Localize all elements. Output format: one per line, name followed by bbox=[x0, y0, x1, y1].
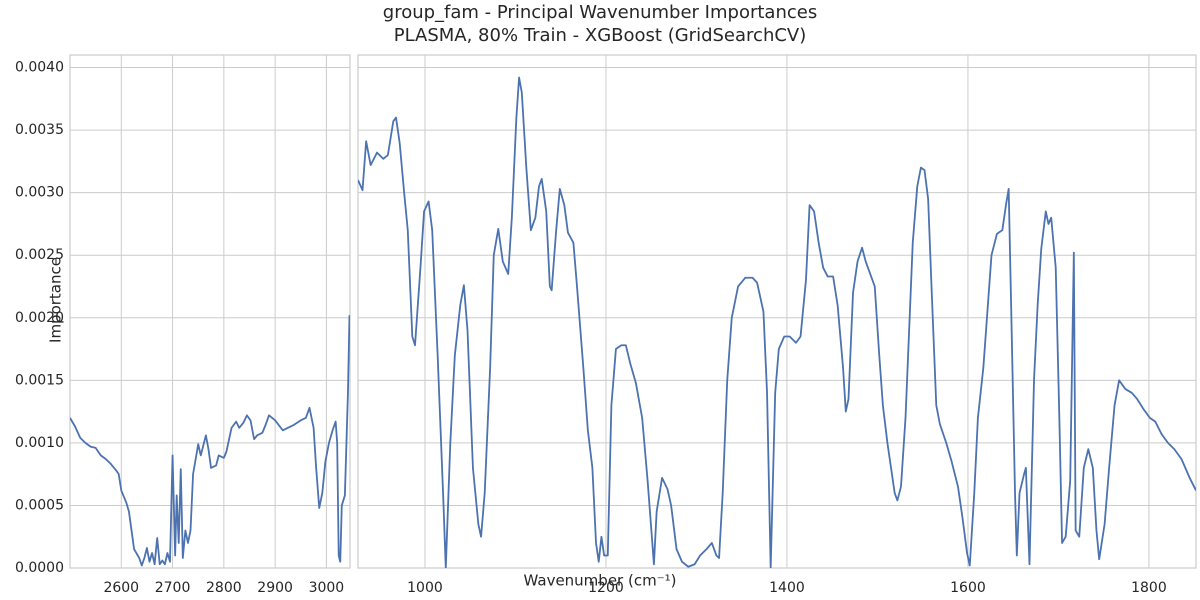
y-tick-label: 0.0005 bbox=[15, 497, 64, 513]
data-line bbox=[358, 76, 1196, 568]
x-axis-label: Wavenumber (cm⁻¹) bbox=[524, 572, 677, 590]
x-tick-label: 1200 bbox=[588, 580, 624, 596]
y-tick-label: 0.0040 bbox=[15, 60, 64, 76]
chart-title: group_fam - Principal Wavenumber Importa… bbox=[383, 2, 817, 23]
x-tick-label: 2600 bbox=[103, 580, 139, 596]
y-tick-label: 0.0015 bbox=[15, 372, 64, 388]
y-tick-label: 0.0035 bbox=[15, 122, 64, 138]
x-tick-label: 3000 bbox=[309, 580, 345, 596]
x-tick-label: 1800 bbox=[1131, 580, 1167, 596]
y-tick-label: 0.0030 bbox=[15, 185, 64, 201]
y-axis-label: Importance bbox=[47, 257, 65, 343]
x-tick-label: 1400 bbox=[769, 580, 805, 596]
y-tick-label: 0.0025 bbox=[15, 247, 64, 263]
x-tick-label: 1600 bbox=[950, 580, 986, 596]
y-tick-label: 0.0010 bbox=[15, 435, 64, 451]
x-tick-label: 2900 bbox=[257, 580, 293, 596]
x-tick-label: 1000 bbox=[407, 580, 443, 596]
chart-subtitle: PLASMA, 80% Train - XGBoost (GridSearchC… bbox=[394, 25, 807, 46]
x-tick-label: 2700 bbox=[155, 580, 191, 596]
plot-frame bbox=[357, 54, 1197, 569]
y-tick-label: 0.0000 bbox=[15, 560, 64, 576]
y-tick-label: 0.0020 bbox=[15, 310, 64, 326]
x-tick-label: 2800 bbox=[206, 580, 242, 596]
plot-frame bbox=[69, 54, 351, 569]
data-line bbox=[70, 315, 350, 567]
